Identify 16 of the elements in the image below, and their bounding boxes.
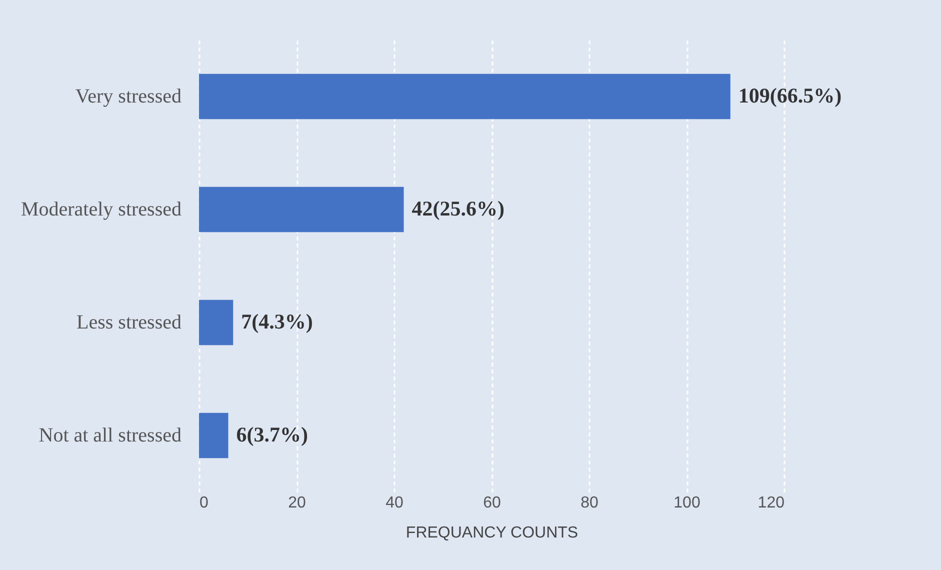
y-tick-label: Not at all stressed xyxy=(38,424,182,446)
x-tick-label: 120 xyxy=(758,494,785,512)
x-tick-label: 40 xyxy=(386,494,404,512)
y-tick-label: Less stressed xyxy=(76,312,182,334)
data-label: 109(66.5%) xyxy=(738,84,842,108)
x-tick-label: 20 xyxy=(288,494,306,512)
x-tick-label: 0 xyxy=(200,494,208,512)
data-label: 42(25.6%) xyxy=(412,196,504,220)
data-label: 7(4.3%) xyxy=(241,310,313,334)
data-label: 6(3.7%) xyxy=(236,422,308,446)
x-tick-label: 80 xyxy=(580,494,598,512)
x-tick-label: 60 xyxy=(483,494,501,512)
x-tick-label: 100 xyxy=(674,494,700,512)
x-axis-title: FREQUANCY COUNTS xyxy=(406,524,578,542)
y-tick-label: Moderately stressed xyxy=(20,198,182,220)
y-tick-label: Very stressed xyxy=(75,86,182,108)
